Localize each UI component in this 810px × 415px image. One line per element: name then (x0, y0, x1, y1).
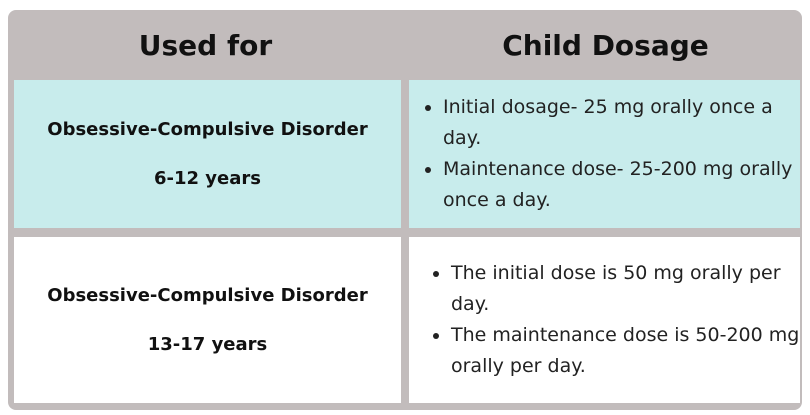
dosage-list: Initial dosage- 25 mg orally once a day.… (409, 92, 800, 216)
age: 6-12 years (154, 168, 261, 189)
dosage-item: Initial dosage- 25 mg orally once a day. (443, 92, 800, 154)
condition: Obsessive-Compulsive Disorder (47, 119, 368, 140)
dosage-item: The initial dose is 50 mg orally per day… (451, 258, 800, 320)
header-cell: Child Dosage (502, 28, 709, 62)
age: 13-17 years (147, 334, 268, 355)
row-cell: Obsessive-Compulsive Disorder 13-17 year… (14, 237, 401, 403)
table: Used for Child Dosage Obsessive-Compulsi… (8, 10, 802, 410)
dosage-list: The initial dose is 50 mg orally per day… (417, 258, 800, 382)
header-cell: Used for (138, 28, 273, 62)
row-cell: The initial dose is 50 mg orally per day… (409, 237, 800, 403)
row-cell: Obsessive-Compulsive Disorder 6-12 years (14, 80, 401, 228)
dosage-item: The maintenance dose is 50-200 mg orally… (451, 320, 800, 382)
row-cell: Initial dosage- 25 mg orally once a day.… (409, 80, 800, 228)
dosage-item: Maintenance dose- 25-200 mg orally once … (443, 154, 800, 216)
condition: Obsessive-Compulsive Disorder (47, 285, 368, 306)
